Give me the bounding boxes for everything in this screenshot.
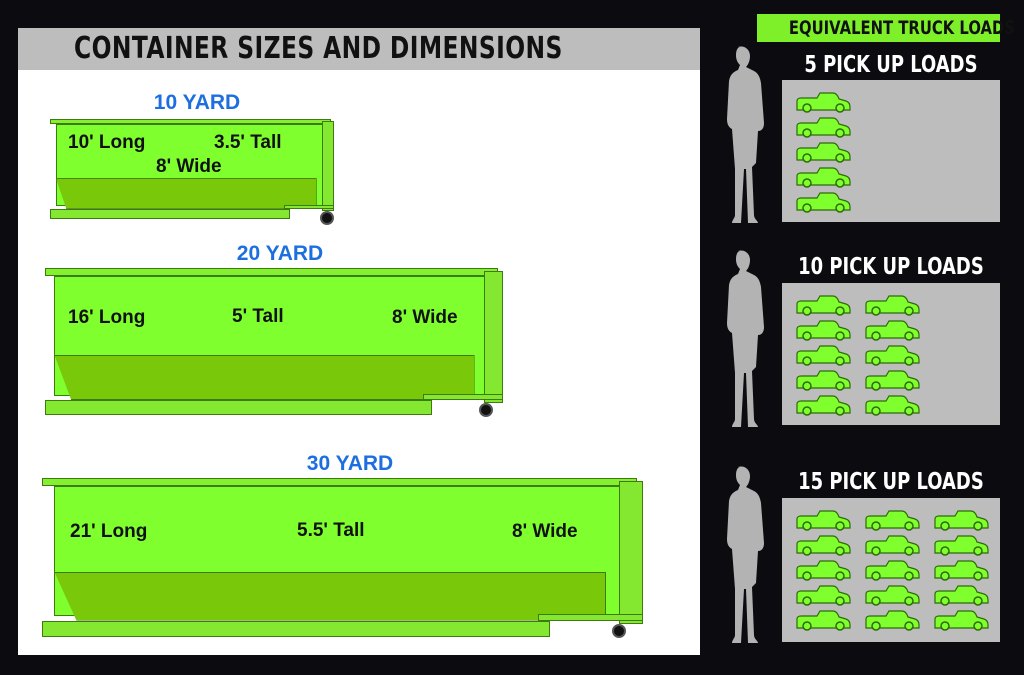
load-label-10: 10 PICK UP LOADS <box>760 254 1022 280</box>
pickup-truck-icon <box>932 509 990 531</box>
pickup-truck-icon <box>794 534 852 556</box>
pickup-truck-icon <box>794 141 852 163</box>
dim-wide: 8' Wide <box>512 521 578 542</box>
pickup-truck-icon <box>863 369 921 391</box>
pickup-truck-icon <box>863 344 921 366</box>
dim-long: 21' Long <box>70 521 148 542</box>
pickup-truck-icon <box>932 609 990 631</box>
equivalent-heading: EQUIVALENT TRUCK LOADS <box>757 14 1015 42</box>
load-label-text: 15 PICK UP LOADS <box>798 469 984 495</box>
pickup-truck-icon <box>794 369 852 391</box>
wheel-icon <box>479 403 494 417</box>
pickup-truck-icon <box>794 294 852 316</box>
load-label-text: 10 PICK UP LOADS <box>798 254 984 280</box>
container-size-20: 20 YARD <box>236 242 324 265</box>
equivalent-heading-text: EQUIVALENT TRUCK LOADS <box>788 17 1015 39</box>
pickup-truck-icon <box>863 294 921 316</box>
pickup-truck-icon <box>863 319 921 341</box>
truck-box-15 <box>782 498 1000 642</box>
pickup-truck-icon <box>794 91 852 113</box>
person-silhouette-icon <box>727 46 764 223</box>
page-title: CONTAINER SIZES AND DIMENSIONS <box>74 31 563 66</box>
container-size-30: 30 YARD <box>306 452 394 475</box>
pickup-truck-icon <box>863 559 921 581</box>
wheel-icon <box>612 623 627 638</box>
pickup-truck-icon <box>863 534 921 556</box>
container-10-yard <box>50 119 343 225</box>
pickup-truck-icon <box>794 394 852 416</box>
pickup-truck-icon <box>794 609 852 631</box>
pickup-truck-icon <box>863 394 921 416</box>
container-20-yard <box>45 268 517 418</box>
pickup-truck-icon <box>932 534 990 556</box>
pickup-truck-icon <box>932 559 990 581</box>
dim-tall: 5' Tall <box>232 306 284 327</box>
truck-box-10 <box>782 283 1000 425</box>
dim-tall: 3.5' Tall <box>214 132 282 153</box>
dim-long: 16' Long <box>68 307 146 328</box>
dim-tall: 5.5' Tall <box>297 520 365 541</box>
pickup-truck-icon <box>794 509 852 531</box>
load-label-text: 5 PICK UP LOADS <box>804 52 978 78</box>
pickup-truck-icon <box>794 191 852 213</box>
pickup-truck-icon <box>863 584 921 606</box>
pickup-truck-icon <box>794 344 852 366</box>
pickup-truck-icon <box>794 559 852 581</box>
pickup-truck-icon <box>794 319 852 341</box>
dim-wide: 8' Wide <box>156 156 222 177</box>
truck-box-5 <box>782 80 1000 222</box>
container-30-yard <box>42 478 662 640</box>
person-silhouette-icon <box>727 466 764 643</box>
person-silhouette-icon <box>727 250 764 427</box>
dim-long: 10' Long <box>68 132 146 153</box>
title-bar <box>18 28 700 70</box>
pickup-truck-icon <box>794 166 852 188</box>
load-label-15: 15 PICK UP LOADS <box>760 469 1022 495</box>
pickup-truck-icon <box>794 116 852 138</box>
wheel-icon <box>319 210 334 225</box>
load-label-5: 5 PICK UP LOADS <box>760 52 1022 78</box>
pickup-truck-icon <box>794 584 852 606</box>
pickup-truck-icon <box>932 584 990 606</box>
dim-wide: 8' Wide <box>392 307 458 328</box>
container-size-10: 10 YARD <box>153 91 241 114</box>
pickup-truck-icon <box>863 609 921 631</box>
pickup-truck-icon <box>863 509 921 531</box>
